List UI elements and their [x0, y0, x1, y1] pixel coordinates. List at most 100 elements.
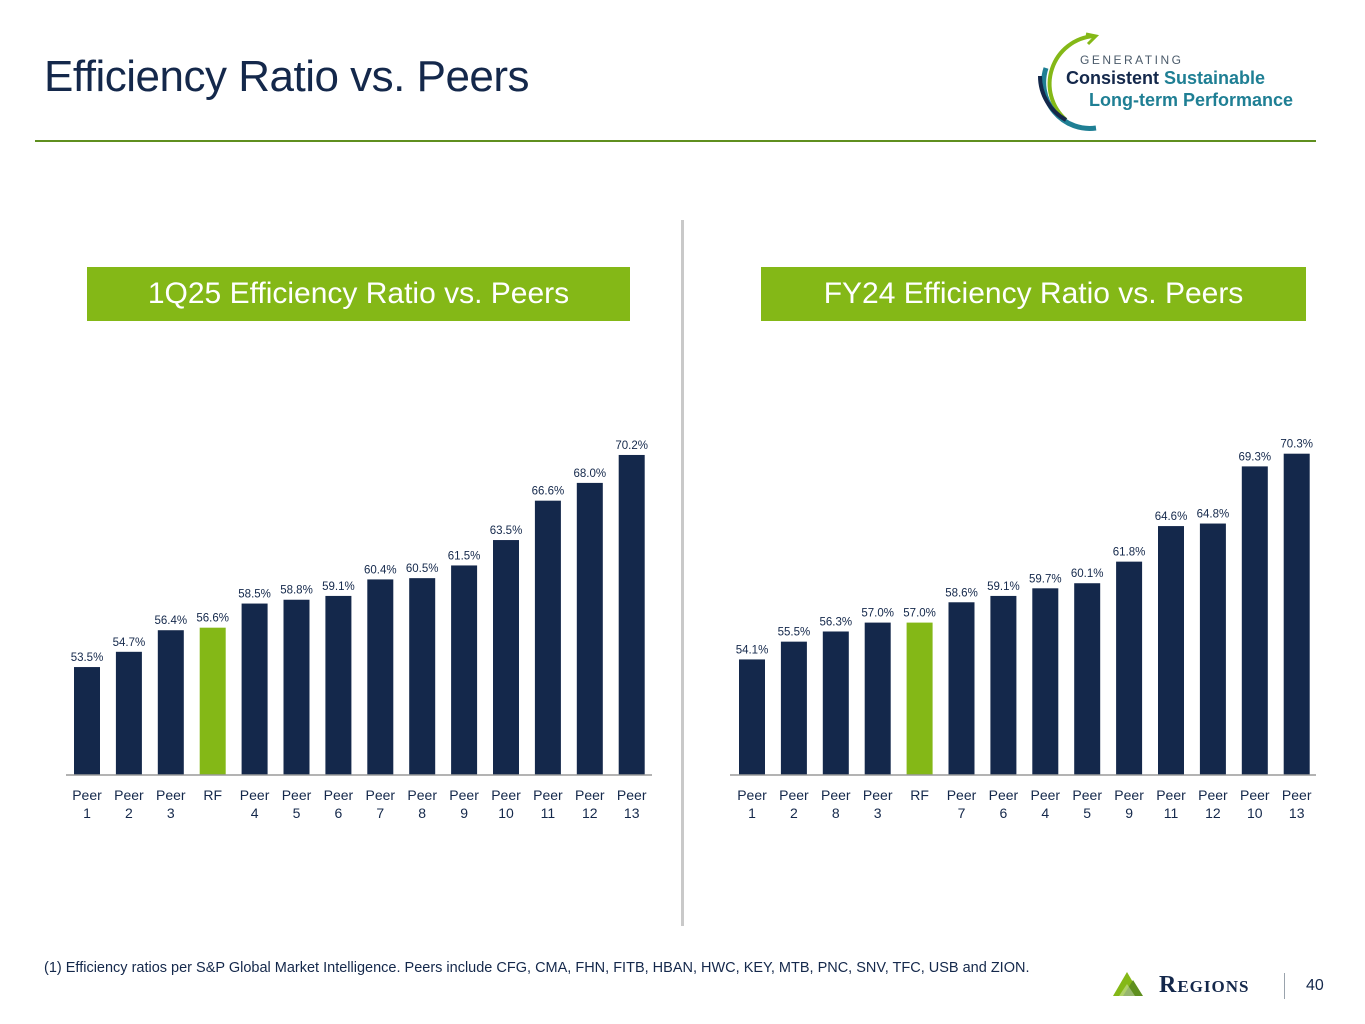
- tick-label: Peer 12: [575, 787, 605, 821]
- data-label: 69.3%: [1238, 451, 1271, 463]
- tagline-generating: GENERATING: [1080, 53, 1184, 67]
- tagline-long-term: Long-term Performance: [1089, 90, 1294, 110]
- page-number: 40: [1306, 977, 1324, 994]
- data-label: 54.1%: [736, 644, 769, 656]
- data-label: 70.2%: [615, 440, 648, 452]
- bar-peer-11: [1158, 526, 1184, 775]
- bar-peer-8: [409, 578, 436, 775]
- tick-label: Peer 13: [617, 787, 647, 821]
- bar-peer-13: [618, 454, 645, 775]
- data-label: 58.8%: [280, 585, 313, 597]
- data-label: 57.0%: [903, 608, 936, 620]
- regions-logo-text: Regions: [1159, 972, 1250, 998]
- tick-label: Peer 3: [863, 787, 893, 821]
- tick-label: Peer 9: [449, 787, 479, 821]
- data-label: 58.6%: [945, 587, 978, 599]
- data-label: 64.8%: [1197, 509, 1230, 521]
- tick-label: Peer 10: [491, 787, 521, 821]
- chart-2-title-banner: FY24 Efficiency Ratio vs. Peers: [761, 267, 1306, 321]
- bar-peer-4: [1032, 588, 1059, 775]
- bar-peer-6: [990, 595, 1017, 775]
- tick-label: Peer 9: [1114, 787, 1144, 821]
- bar-peer-2: [780, 641, 807, 775]
- data-label: 64.6%: [1155, 511, 1188, 523]
- data-label: 56.6%: [196, 613, 229, 625]
- tagline-consistent: Consistent: [1066, 68, 1160, 88]
- tick-label: Peer 8: [821, 787, 851, 821]
- data-label: 53.5%: [71, 652, 104, 664]
- logo-separator: [1284, 973, 1285, 999]
- data-label: 55.5%: [778, 627, 811, 639]
- data-label: 61.8%: [1113, 547, 1146, 559]
- bar-peer-7: [367, 579, 394, 775]
- data-label: 56.3%: [819, 616, 852, 628]
- tick-label: Peer 2: [114, 787, 144, 821]
- tick-label: Peer 7: [947, 787, 977, 821]
- data-label: 63.5%: [490, 525, 523, 537]
- data-label: 56.4%: [154, 615, 187, 627]
- bar-peer-9: [1116, 561, 1143, 775]
- tagline-sustainable: Sustainable: [1164, 68, 1266, 88]
- data-label: 60.1%: [1071, 568, 1104, 580]
- title-rule: [35, 140, 1316, 142]
- tick-label: Peer 5: [1072, 787, 1102, 821]
- tick-label: Peer 6: [989, 787, 1019, 821]
- bar-peer-3: [157, 630, 184, 775]
- bar-peer-9: [451, 565, 478, 775]
- tick-label: Peer 4: [1031, 787, 1061, 821]
- tick-label: RF: [910, 787, 929, 803]
- tick-label: Peer 1: [737, 787, 767, 821]
- bar-peer-4: [241, 603, 268, 775]
- tagline-arc-icon: [1037, 32, 1100, 131]
- data-label: 61.5%: [448, 550, 481, 562]
- tick-label: Peer 8: [407, 787, 437, 821]
- bar-peer-5: [1074, 583, 1101, 775]
- panel-divider: [681, 220, 684, 926]
- tick-label: Peer 4: [240, 787, 270, 821]
- tick-label: Peer 5: [282, 787, 312, 821]
- bar-rf: [906, 622, 933, 775]
- bar-peer-3: [864, 622, 891, 775]
- data-label: 66.6%: [532, 486, 565, 498]
- tick-label: Peer 11: [533, 787, 563, 821]
- tick-label: Peer 7: [366, 787, 396, 821]
- data-label: 57.0%: [861, 608, 894, 620]
- tagline-line2: Consistent Sustainable: [1066, 68, 1265, 89]
- footnote: (1) Efficiency ratios per S&P Global Mar…: [44, 960, 1030, 976]
- data-label: 58.5%: [238, 589, 271, 601]
- bar-peer-8: [822, 631, 849, 775]
- tick-label: Peer 3: [156, 787, 186, 821]
- data-label: 60.5%: [406, 563, 439, 575]
- bar-peer-13: [1283, 453, 1310, 775]
- tagline-logo: [1036, 28, 1336, 132]
- tick-label: RF: [203, 787, 222, 803]
- data-label: 59.1%: [322, 581, 355, 593]
- data-label: 59.7%: [1029, 573, 1062, 585]
- bar-peer-7: [948, 602, 975, 775]
- data-label: 70.3%: [1280, 439, 1313, 451]
- data-label: 60.4%: [364, 564, 397, 576]
- tick-label: Peer 2: [779, 787, 809, 821]
- tick-label: Peer 10: [1240, 787, 1270, 821]
- bar-peer-2: [115, 651, 142, 775]
- page-title: Efficiency Ratio vs. Peers: [44, 52, 530, 101]
- tick-label: Peer 11: [1156, 787, 1186, 821]
- bar-peer-6: [325, 595, 352, 775]
- bar-peer-12: [576, 482, 603, 775]
- chart-1-title-banner: 1Q25 Efficiency Ratio vs. Peers: [87, 267, 630, 321]
- bar-peer-1: [74, 667, 100, 775]
- data-label: 54.7%: [113, 637, 146, 649]
- tick-label: Peer 6: [324, 787, 354, 821]
- bar-peer-10: [1241, 466, 1268, 775]
- bar-peer-12: [1199, 523, 1226, 775]
- bar-peer-10: [493, 540, 519, 775]
- bar-rf: [199, 627, 226, 775]
- bar-peer-1: [739, 659, 765, 775]
- tick-label: Peer 12: [1198, 787, 1228, 821]
- tick-label: Peer 1: [72, 787, 102, 821]
- data-label: 68.0%: [573, 468, 606, 480]
- data-label: 59.1%: [987, 581, 1020, 593]
- regions-triangle-logo-icon: [1113, 972, 1143, 996]
